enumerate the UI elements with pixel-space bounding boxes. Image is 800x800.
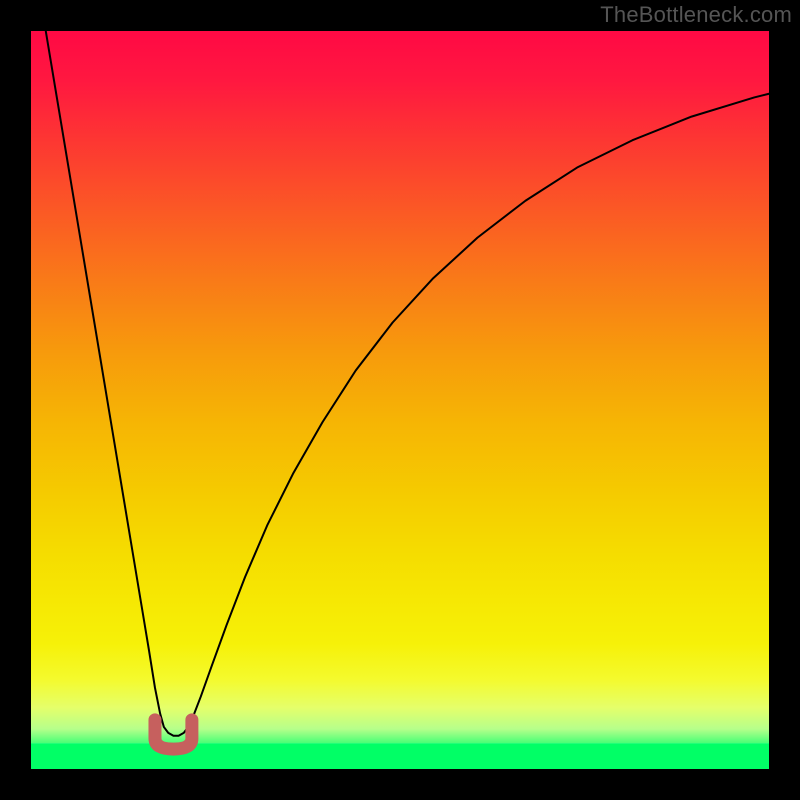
- bottom-green-band: [31, 743, 769, 769]
- gradient-background: [31, 31, 769, 743]
- plot-area: [31, 31, 769, 769]
- chart-svg: [31, 31, 769, 769]
- watermark-label: TheBottleneck.com: [600, 2, 792, 28]
